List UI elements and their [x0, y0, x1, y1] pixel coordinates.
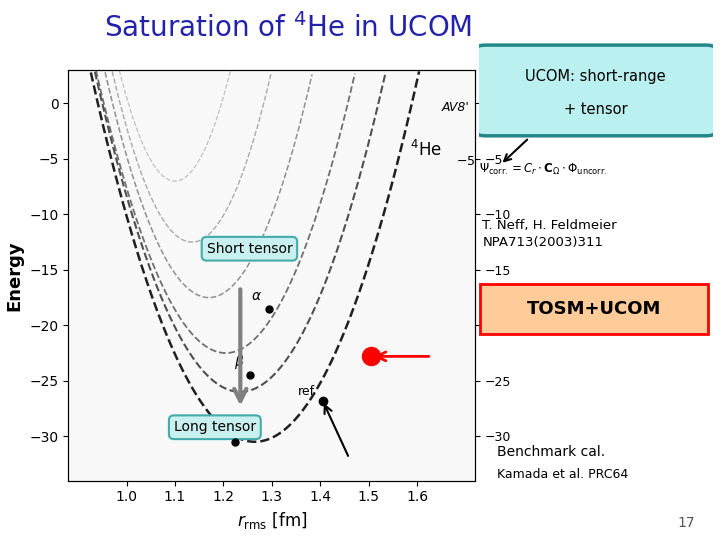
Text: NPA713(2003)311: NPA713(2003)311	[482, 235, 603, 249]
X-axis label: $r_{\mathrm{rms}}$ [fm]: $r_{\mathrm{rms}}$ [fm]	[237, 510, 307, 531]
FancyBboxPatch shape	[477, 45, 715, 136]
FancyBboxPatch shape	[480, 284, 708, 334]
Text: $\gamma$: $\gamma$	[220, 423, 230, 438]
Text: Kamada et al. PRC64: Kamada et al. PRC64	[497, 468, 628, 481]
Text: Benchmark cal.: Benchmark cal.	[497, 446, 605, 460]
Text: TOSM+UCOM: TOSM+UCOM	[527, 300, 661, 318]
Text: Short tensor: Short tensor	[207, 242, 292, 256]
Text: Saturation of $^4$He in UCOM: Saturation of $^4$He in UCOM	[104, 14, 472, 43]
Text: $^4$He: $^4$He	[410, 140, 442, 160]
Text: $-5$: $-5$	[456, 154, 475, 168]
Text: $\alpha$: $\alpha$	[251, 289, 262, 303]
Text: + tensor: + tensor	[564, 102, 628, 117]
Text: 17: 17	[678, 516, 695, 530]
Text: $\Psi_{\mathrm{corr.}} = C_r \cdot \mathbf{C}_\Omega \cdot \Phi_{\mathrm{uncorr.: $\Psi_{\mathrm{corr.}} = C_r \cdot \math…	[479, 162, 607, 177]
Text: T. Neff, H. Feldmeier: T. Neff, H. Feldmeier	[482, 219, 617, 233]
Text: $\beta$: $\beta$	[234, 353, 244, 372]
Text: Long tensor: Long tensor	[174, 420, 256, 434]
Text: ref: ref	[298, 385, 315, 398]
Text: AV8': AV8'	[441, 101, 469, 114]
Y-axis label: Energy: Energy	[6, 240, 24, 310]
Text: UCOM: short-range: UCOM: short-range	[526, 69, 666, 84]
